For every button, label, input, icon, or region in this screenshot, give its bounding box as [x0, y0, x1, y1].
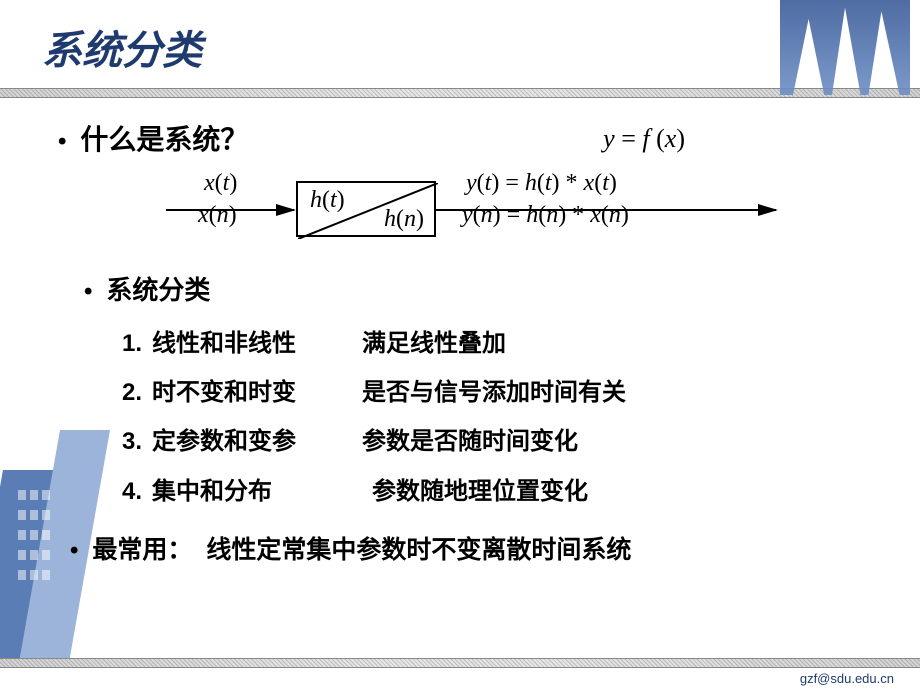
item-number: 3. — [122, 417, 152, 466]
system-block-diagram: x(t) x(n) h(t) h(n) y(t) = h(t) * x(t) y… — [166, 172, 786, 256]
list-item: 2. 时不变和时变 是否与信号添加时间有关 — [122, 368, 880, 417]
question-text: 什么是系统？ — [80, 118, 248, 158]
list-item: 1. 线性和非线性 满足线性叠加 — [122, 319, 880, 368]
bullet-dot-icon: • — [84, 280, 92, 304]
item-category: 线性和非线性 — [152, 319, 362, 368]
equation-y-fx: y = f (x) — [603, 124, 685, 154]
item-category: 时不变和时变 — [152, 368, 362, 417]
section-label: 系统分类 — [106, 270, 210, 307]
conclusion-text: 线性定常集中参数时不变离散时间系统 — [206, 530, 631, 566]
content-area: • 什么是系统？ y = f (x) x(t) x(n) h(t) h(n) y… — [0, 98, 920, 566]
diagram-output-yt: y(t) = h(t) * x(t) — [466, 170, 617, 197]
item-description: 参数是否随时间变化 — [362, 417, 578, 466]
conclusion-label: 最常用： — [92, 530, 192, 566]
item-description: 是否与信号添加时间有关 — [362, 368, 626, 417]
footer-email: gzf@sdu.edu.cn — [800, 671, 894, 686]
item-category: 集中和分布 — [152, 467, 362, 516]
bullet-conclusion: • 最常用： 线性定常集中参数时不变离散时间系统 — [70, 530, 880, 566]
list-item: 4. 集中和分布 参数随地理位置变化 — [122, 467, 880, 516]
diagram-output-yn: y(n) = h(n) * x(n) — [462, 202, 629, 229]
divider-bottom — [0, 658, 920, 668]
item-number: 1. — [122, 319, 152, 368]
item-category: 定参数和变参 — [152, 417, 362, 466]
item-description: 参数随地理位置变化 — [372, 467, 588, 516]
diagram-input-xn: x(n) — [198, 202, 237, 229]
diagram-system-box: h(t) h(n) — [296, 181, 436, 237]
bullet-dot-icon: • — [70, 539, 78, 563]
bullet-classification: • 系统分类 — [84, 270, 880, 307]
diagram-input-xt: x(t) — [204, 170, 237, 197]
diagram-ht: h(t) — [310, 187, 345, 214]
item-number: 4. — [122, 467, 152, 516]
list-item: 3. 定参数和变参 参数是否随时间变化 — [122, 417, 880, 466]
classification-list: 1. 线性和非线性 满足线性叠加 2. 时不变和时变 是否与信号添加时间有关 3… — [122, 319, 880, 516]
diagram-hn: h(n) — [384, 206, 424, 233]
item-number: 2. — [122, 368, 152, 417]
bullet-what-is-system: • 什么是系统？ — [58, 118, 880, 158]
bullet-dot-icon: • — [58, 130, 66, 154]
item-description: 满足线性叠加 — [362, 319, 506, 368]
